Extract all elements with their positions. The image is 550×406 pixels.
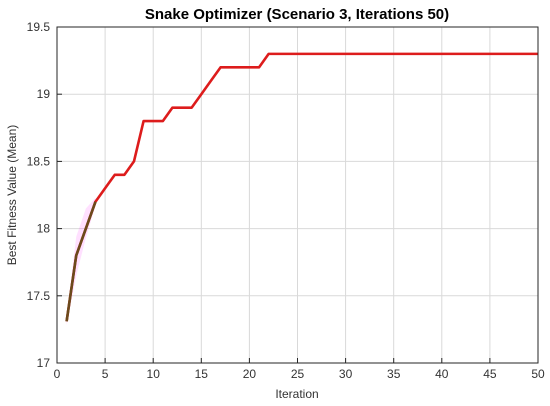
x-tick-label: 15: [195, 367, 209, 381]
y-tick-label: 18.5: [27, 154, 51, 168]
confidence-band: [66, 197, 96, 326]
y-axis-label: Best Fitness Value (Mean): [5, 125, 19, 266]
y-tick-label: 18: [37, 222, 51, 236]
series-lines: [65, 52, 538, 322]
x-tick-label: 5: [102, 367, 109, 381]
x-tick-label: 35: [387, 367, 401, 381]
y-tick-label: 17.5: [27, 289, 51, 303]
series-line-early: [65, 201, 97, 322]
y-tick-label: 19.5: [27, 20, 51, 34]
x-axis-label: Iteration: [275, 387, 318, 401]
x-tick-label: 30: [339, 367, 353, 381]
x-tick-label: 50: [531, 367, 545, 381]
x-tick-label: 20: [243, 367, 257, 381]
series-line: [65, 52, 538, 322]
x-tick-label: 10: [147, 367, 161, 381]
y-tick-label: 19: [37, 87, 51, 101]
x-tick-label: 40: [435, 367, 449, 381]
x-ticks: 0 5 10 15 20 25 30 35 40 45 50: [54, 358, 545, 381]
y-ticks: 17 17.5 18 18.5 19 19.5: [27, 20, 62, 370]
band-area: [66, 197, 96, 326]
y-tick-label: 17: [37, 356, 51, 370]
chart-title: Snake Optimizer (Scenario 3, Iterations …: [145, 6, 449, 23]
x-tick-label: 0: [54, 367, 61, 381]
x-tick-label: 25: [291, 367, 305, 381]
x-tick-label: 45: [483, 367, 497, 381]
